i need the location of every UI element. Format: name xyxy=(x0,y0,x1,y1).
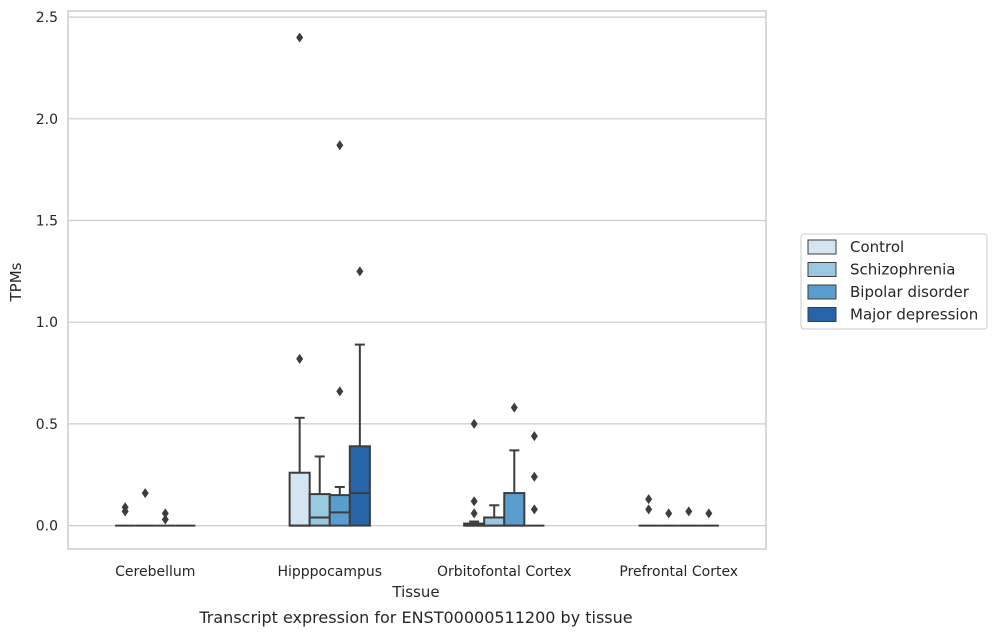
gridlines xyxy=(68,16,766,527)
outlier-point xyxy=(356,266,364,277)
legend-swatch xyxy=(807,262,837,277)
x-tick-label: Hipppocampus xyxy=(277,564,382,580)
outlier-point xyxy=(336,386,344,397)
outlier-point xyxy=(121,506,129,517)
y-tick-label: 2.0 xyxy=(36,112,58,128)
x-tick-label: Prefrontal Cortex xyxy=(619,564,738,580)
box-bipolar-disorder xyxy=(155,508,176,527)
outlier-point xyxy=(336,140,344,151)
box-series xyxy=(115,32,719,527)
box xyxy=(503,492,526,527)
box-major-depression xyxy=(698,508,719,527)
box-schizophrenia xyxy=(135,488,156,527)
outlier-point xyxy=(161,508,169,519)
box-control xyxy=(463,418,486,527)
legend-label: Control xyxy=(850,238,904,256)
box-bipolar-disorder xyxy=(678,506,699,527)
chart-caption: Transcript expression for ENST0000051120… xyxy=(198,608,632,627)
y-tick-label: 2.5 xyxy=(36,10,58,26)
axes: 0.0 0.5 1.0 1.5 2.0 2.5 Cerebellum Hipppocampus… xyxy=(36,10,767,580)
legend-swatch xyxy=(807,239,837,255)
x-tick-label: Cerebellum xyxy=(115,564,195,580)
outlier-point xyxy=(530,504,538,515)
plot-frame xyxy=(67,10,767,550)
legend-swatch xyxy=(807,307,837,322)
outlier-point xyxy=(161,514,169,525)
y-tick-label: 0.5 xyxy=(36,417,58,433)
outlier-point xyxy=(530,431,538,442)
box-schizophrenia xyxy=(658,508,679,527)
outlier-point xyxy=(470,496,478,507)
y-tick-label: 0.0 xyxy=(36,519,58,535)
outlier-point xyxy=(705,508,713,519)
x-tick-label: Orbitofontal Cortex xyxy=(437,564,572,580)
legend-label: Schizophrenia xyxy=(850,261,955,279)
y-tick-label: 1.0 xyxy=(36,315,58,331)
box xyxy=(328,494,351,527)
y-tick-label: 1.5 xyxy=(36,214,58,230)
outlier-point xyxy=(685,506,693,517)
outlier-point xyxy=(470,418,478,429)
box-schizophrenia xyxy=(483,504,506,527)
legend-label: Bipolar disorder xyxy=(850,283,970,301)
box-control xyxy=(115,502,136,527)
outlier-point xyxy=(665,508,673,519)
box xyxy=(308,493,331,527)
outlier-point xyxy=(141,488,149,499)
box-control xyxy=(638,494,659,527)
box-bipolar-disorder xyxy=(328,140,351,527)
outlier-point xyxy=(470,508,478,519)
outlier-point xyxy=(530,471,538,482)
box-control xyxy=(288,32,311,527)
legend-label: Major depression xyxy=(850,306,978,324)
outlier-point xyxy=(645,494,653,505)
outlier-point xyxy=(645,504,653,515)
box xyxy=(483,516,506,527)
outlier-point xyxy=(296,32,304,43)
y-axis-title: TPMs xyxy=(7,262,25,302)
legend: Control Schizophrenia Bipolar disorder Majo… xyxy=(800,233,988,330)
box xyxy=(348,445,371,527)
outlier-point xyxy=(296,353,304,364)
legend-frame xyxy=(800,233,988,330)
box-bipolar-disorder xyxy=(503,402,526,527)
outlier-point xyxy=(510,402,518,413)
box-major-depression xyxy=(348,266,371,527)
x-axis-title: Tissue xyxy=(391,583,439,601)
box xyxy=(288,471,311,527)
box-major-depression xyxy=(524,431,545,527)
legend-swatch xyxy=(807,284,837,300)
box-schizophrenia xyxy=(308,455,331,527)
